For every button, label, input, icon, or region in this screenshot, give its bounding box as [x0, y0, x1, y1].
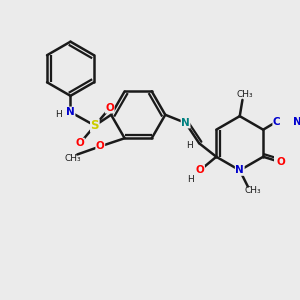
Text: CH₃: CH₃ — [65, 154, 82, 163]
Text: O: O — [196, 165, 204, 175]
Text: N: N — [66, 107, 75, 117]
Text: S: S — [91, 119, 99, 132]
Text: CH₃: CH₃ — [237, 90, 254, 99]
Text: O: O — [96, 141, 105, 152]
Text: O: O — [105, 103, 114, 113]
Text: C: C — [273, 117, 280, 127]
Text: O: O — [76, 138, 84, 148]
Text: N: N — [293, 117, 300, 127]
Text: N: N — [236, 165, 244, 175]
Text: H: H — [187, 175, 194, 184]
Text: CH₃: CH₃ — [245, 186, 262, 195]
Text: N: N — [181, 118, 190, 128]
Text: H: H — [186, 141, 193, 150]
Text: H: H — [55, 110, 62, 119]
Text: O: O — [276, 157, 285, 167]
